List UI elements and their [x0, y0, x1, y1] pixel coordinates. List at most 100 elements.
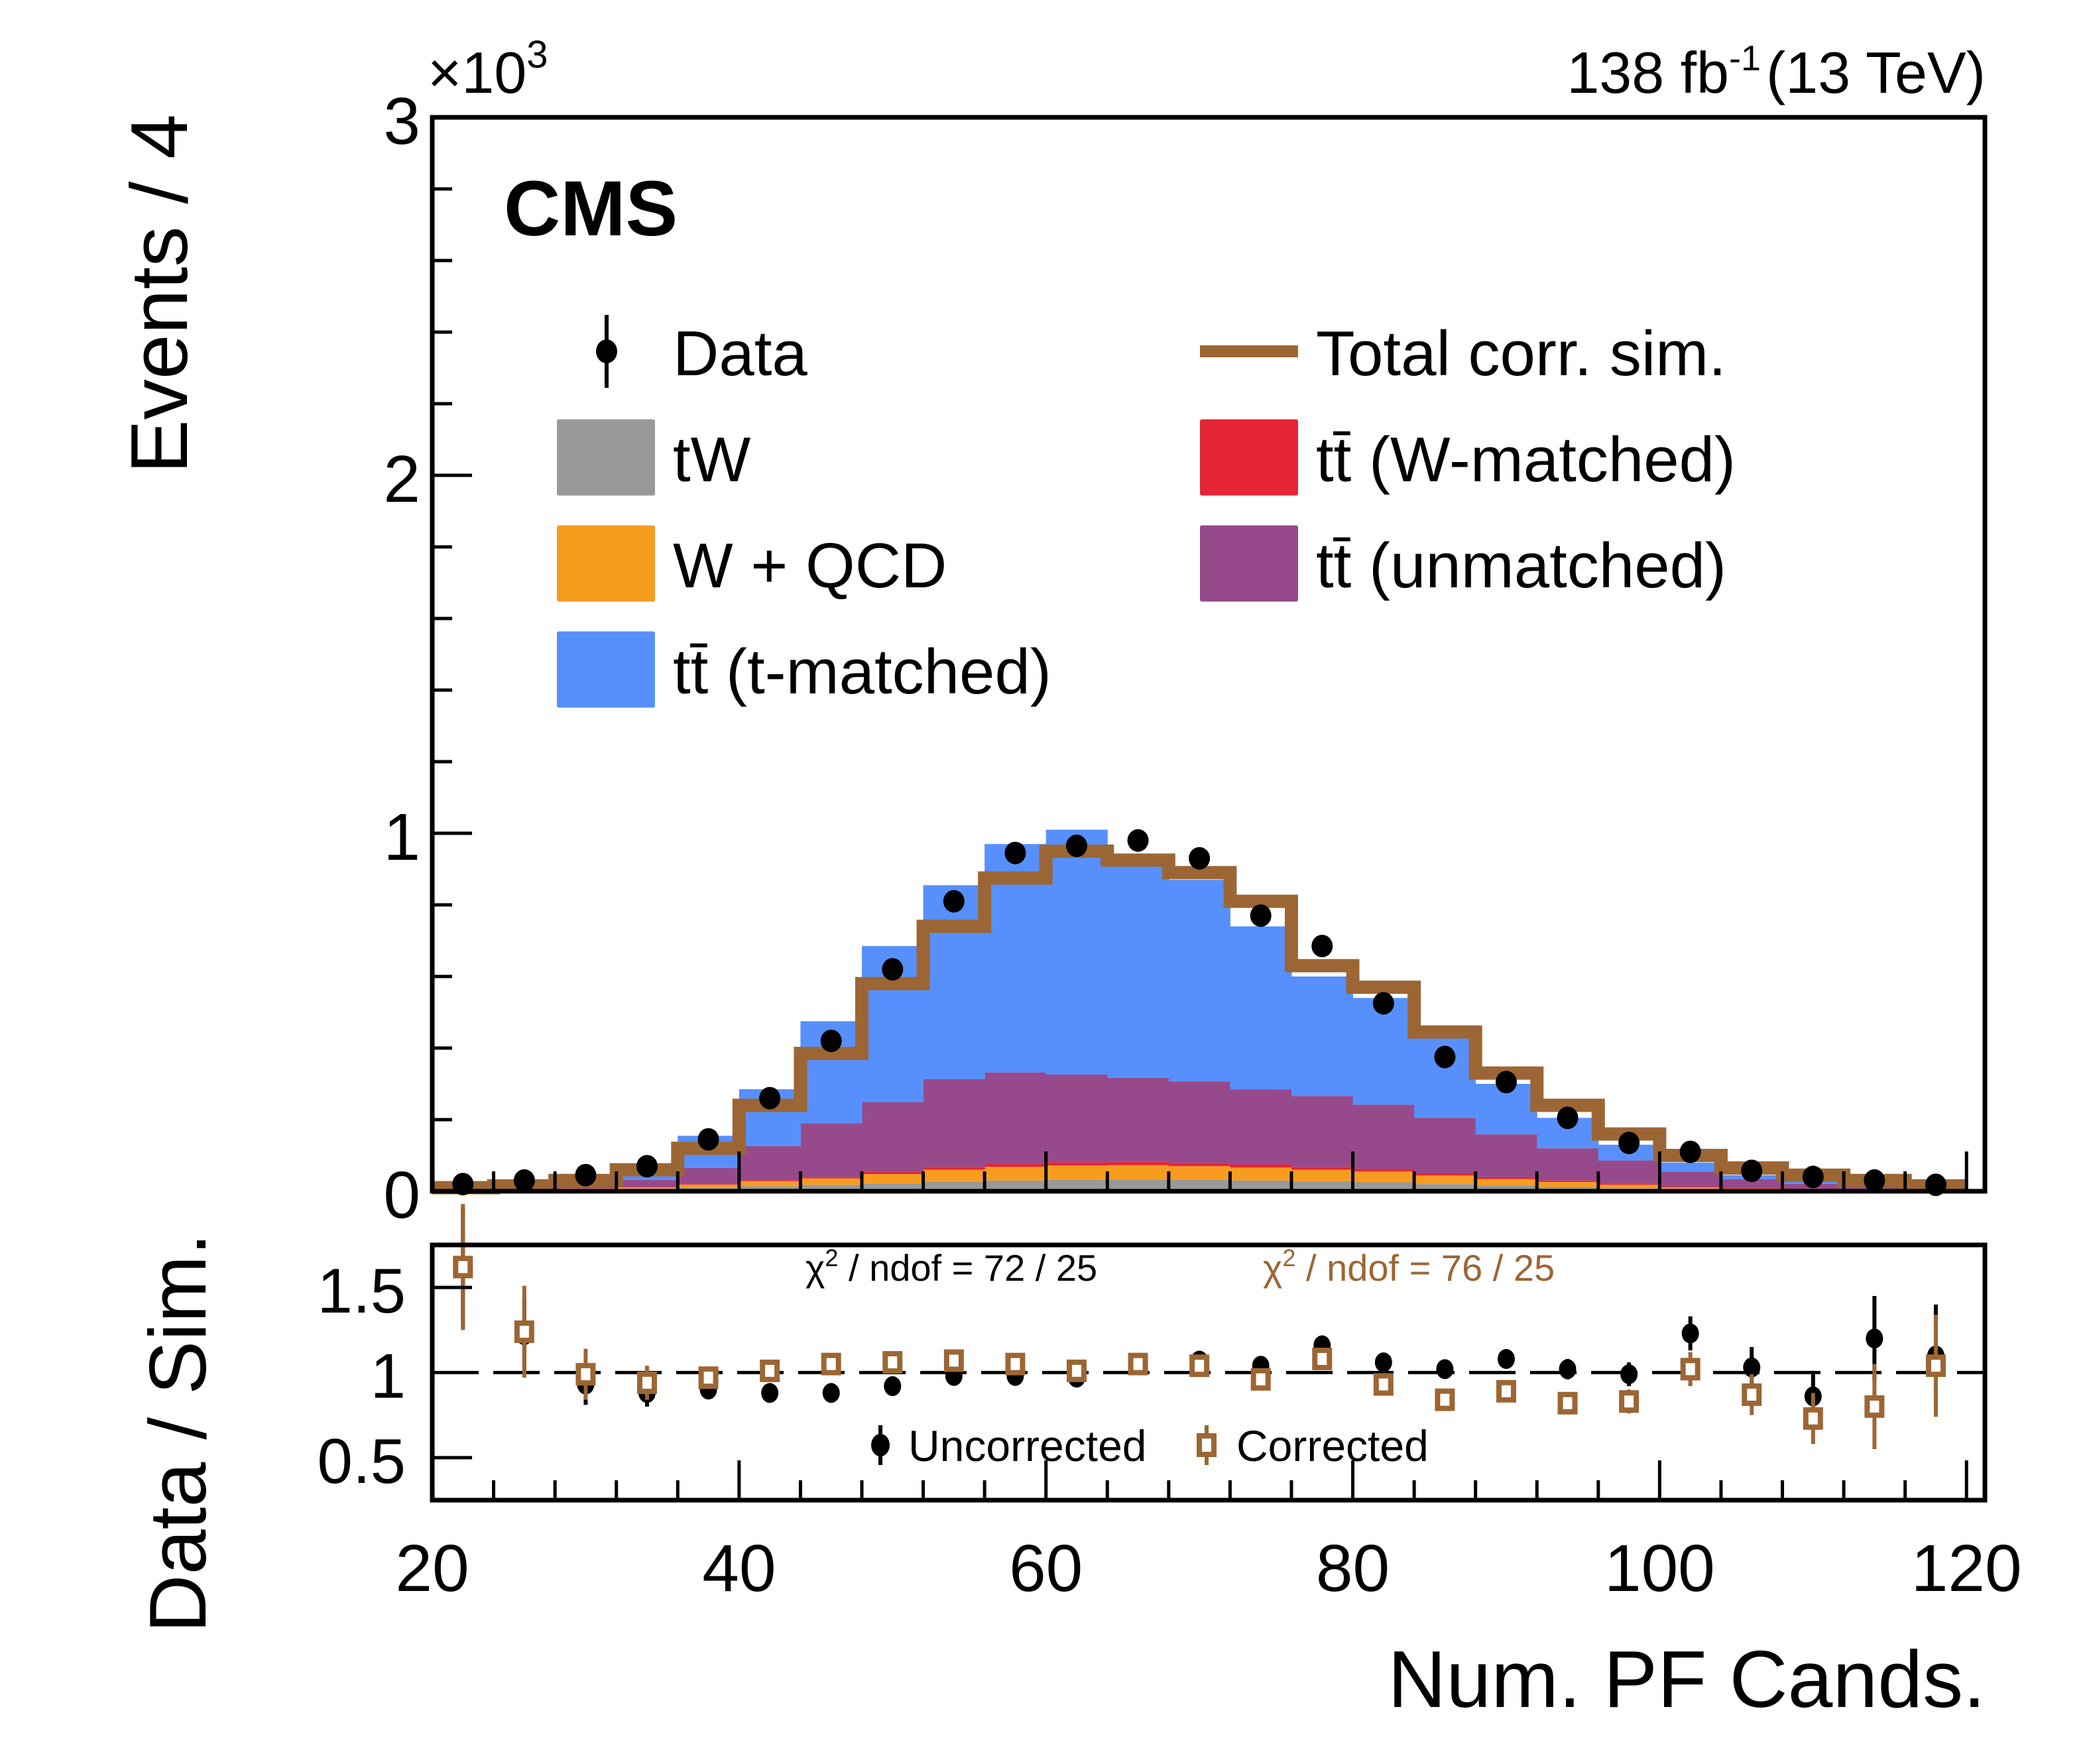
data-point — [1004, 841, 1026, 864]
legend-entry: Total corr. sim. — [1200, 318, 1726, 389]
stack-bar-tt-unmatched- — [985, 1072, 1047, 1164]
x-tick-label: 40 — [702, 1531, 776, 1606]
stack-bar-tt-w-matched- — [1107, 1161, 1169, 1165]
stack-bar-tw — [739, 1186, 801, 1191]
stack-bar-tt-w-matched- — [861, 1171, 924, 1175]
data-point — [1557, 1106, 1579, 1130]
corrected-point — [636, 1371, 657, 1394]
legend-label: tt̄ (W-matched) — [1316, 424, 1736, 495]
corrected-point — [514, 1320, 534, 1343]
legend-color-box — [557, 419, 655, 496]
stack-bar-w-qcd — [861, 1174, 924, 1184]
total-sim-step — [432, 845, 1967, 1195]
stack-bar-tw — [1230, 1180, 1292, 1191]
data-point — [636, 1155, 658, 1178]
stack-bar-tt-t-matched- — [1291, 976, 1354, 1096]
legend-data-marker — [596, 339, 617, 363]
legend-color-box — [557, 525, 655, 602]
corrected-point — [1128, 1352, 1148, 1376]
stack-bar-tw — [1168, 1179, 1230, 1191]
stack-bar-tt-w-matched- — [1352, 1169, 1415, 1172]
uncorrected-point — [822, 1383, 840, 1403]
stack-bar-tt-w-matched- — [923, 1167, 985, 1170]
corrected-point — [575, 1363, 596, 1386]
stack-bar-tt-unmatched- — [1045, 1074, 1108, 1163]
legend-entry: W + QCD — [557, 525, 947, 602]
corrected-point — [1250, 1368, 1271, 1391]
legend-entry: tt̄ (unmatched) — [1200, 525, 1726, 602]
stack-bar-tt-w-matched- — [678, 1184, 740, 1185]
corrected-point — [882, 1351, 903, 1374]
stack-bar-tt-w-matched- — [1291, 1167, 1354, 1170]
stack-bar-w-qcd — [1230, 1167, 1292, 1181]
stack-bar-tt-w-matched- — [1414, 1173, 1476, 1176]
stack-bar-w-qcd — [1291, 1169, 1354, 1181]
stack-bar-tt-t-matched- — [1352, 998, 1415, 1105]
stack-bar-tt-unmatched- — [861, 1102, 924, 1172]
stack-bar-w-qcd — [1107, 1165, 1169, 1180]
data-point — [1618, 1132, 1640, 1155]
corrected-point — [943, 1349, 964, 1372]
y-axis-title-ratio: Data / Sim. — [133, 1233, 223, 1633]
data-point — [1311, 935, 1333, 958]
ratio-panel — [432, 1204, 1985, 1449]
main-panel-frame: 0 1 2 3 — [383, 84, 1988, 1232]
data-point — [1127, 829, 1149, 852]
stack-bar-w-qcd — [985, 1167, 1047, 1181]
ratio-y-tick-label: 1 — [371, 1341, 406, 1412]
data-point — [575, 1163, 597, 1187]
y-axis-title-main: Events / 4 — [114, 114, 204, 474]
uncorrected-point — [1497, 1348, 1515, 1369]
main-axes-box — [430, 115, 1988, 1194]
data-point — [820, 1029, 842, 1053]
stack-bar-w-qcd — [1659, 1187, 1722, 1190]
stack-bar-tt-w-matched- — [1230, 1164, 1292, 1168]
x-tick-label: 120 — [1911, 1531, 2022, 1606]
data-point — [759, 1087, 781, 1110]
stack-bar-tt-t-matched- — [1168, 880, 1230, 1082]
stack-bar-tw — [1475, 1185, 1537, 1191]
corrected-point — [1925, 1354, 1946, 1378]
stack-bar-tw — [1107, 1179, 1169, 1191]
x-tick-label: 80 — [1316, 1531, 1390, 1606]
data-points — [452, 829, 1946, 1197]
x-tick-label: 60 — [1009, 1531, 1083, 1606]
stack-bar-tw — [1291, 1181, 1354, 1191]
uncorrected-point — [1620, 1364, 1638, 1385]
stack-bar-w-qcd — [1352, 1171, 1415, 1183]
stack-bar-tt-w-matched- — [800, 1177, 863, 1179]
legend-color-box — [1200, 525, 1298, 602]
stack-bar-tt-unmatched- — [1598, 1160, 1660, 1184]
stack-bar-tw — [985, 1180, 1047, 1191]
corrected-point — [1005, 1352, 1026, 1376]
stack-bar-w-qcd — [1168, 1166, 1230, 1180]
x-tick-label: 20 — [395, 1531, 469, 1606]
stack-bar-tt-w-matched- — [1475, 1177, 1537, 1179]
stack-bar-tt-t-matched- — [1045, 829, 1108, 1075]
stack-bar-w-qcd — [1475, 1179, 1537, 1186]
legend-label: Total corr. sim. — [1316, 318, 1726, 389]
stack-bar-tt-t-matched- — [1659, 1162, 1722, 1172]
ratio-legend-uncorrected-marker — [871, 1434, 890, 1456]
data-point — [1495, 1071, 1517, 1094]
uncorrected-point — [1681, 1323, 1699, 1344]
stack-bar-tt-unmatched- — [1537, 1148, 1599, 1181]
y-tick-label: 1 — [383, 800, 420, 874]
stack-bar-tw — [923, 1181, 985, 1191]
stack-bar-tt-unmatched- — [739, 1146, 801, 1181]
legend-color-box — [557, 631, 655, 708]
corrected-point — [1312, 1347, 1333, 1370]
stack-bar-w-qcd — [1045, 1165, 1108, 1180]
data-point — [1065, 834, 1087, 857]
legend-entry: tt̄ (W-matched) — [1200, 419, 1736, 496]
uncorrected-point — [761, 1383, 779, 1403]
corrected-point — [1742, 1383, 1762, 1406]
ratio-legend-corrected-marker — [1197, 1433, 1217, 1457]
data-point — [697, 1128, 719, 1151]
y-multiplier: ×103 — [428, 33, 548, 105]
corrected-point — [1189, 1354, 1210, 1378]
corrected-point — [1803, 1407, 1823, 1430]
stack-bar-tt-w-matched- — [1045, 1162, 1108, 1166]
stack-bar-tt-w-matched- — [1598, 1183, 1660, 1185]
ratio-y-tick-label: 1.5 — [318, 1256, 406, 1326]
